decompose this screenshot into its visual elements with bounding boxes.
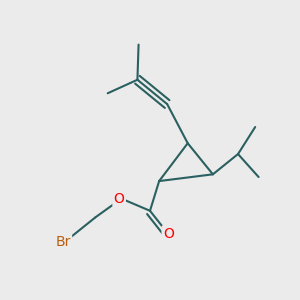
Text: Br: Br — [56, 235, 71, 249]
Text: O: O — [114, 192, 124, 206]
Text: O: O — [163, 227, 174, 241]
